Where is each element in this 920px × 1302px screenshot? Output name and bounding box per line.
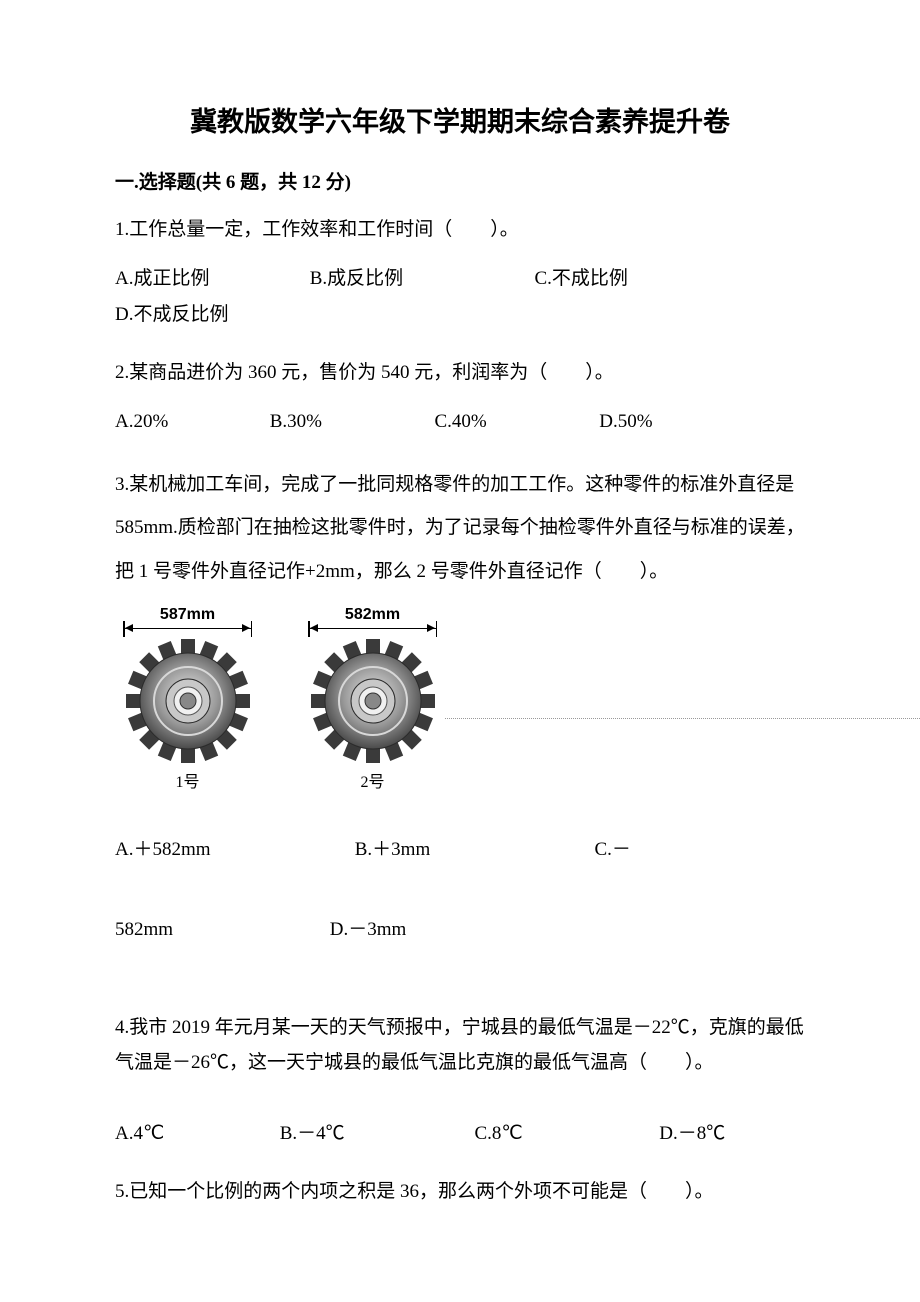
q3-option-a: A.＋582mm (115, 832, 350, 868)
dotted-divider (445, 718, 920, 719)
q3-option-b: B.＋3mm (355, 832, 590, 868)
gear-2-label: 2号 (300, 768, 445, 792)
question-2: 2.某商品进价为 360 元，售价为 540 元，利润率为（ ）。 (115, 355, 805, 390)
q4-option-c: C.8℃ (475, 1116, 655, 1152)
gear-2-measure-text: 582mm (343, 606, 402, 624)
gears-figure: 587mm (115, 608, 805, 792)
q1-option-a: A.成正比例 (115, 261, 305, 297)
section-header: 一.选择题(共 6 题，共 12 分) (115, 167, 805, 194)
gear-1-icon (118, 636, 258, 766)
q3-option-c-part1: C.－ (595, 832, 631, 868)
question-2-options: A.20% B.30% C.40% D.50% (115, 404, 805, 440)
question-3-options-line2: 582mm D.－3mm (115, 912, 805, 948)
question-1-options: A.成正比例 B.成反比例 C.不成比例 D.不成反比例 (115, 261, 805, 333)
q2-option-c: C.40% (435, 404, 595, 440)
gear-2: 582mm (300, 608, 445, 792)
gear-1: 587mm (115, 608, 260, 792)
question-5: 5.已知一个比例的两个内项之积是 36，那么两个外项不可能是（ ）。 (115, 1174, 805, 1209)
q1-option-d: D.不成反比例 (115, 297, 228, 333)
gear-1-label: 1号 (115, 768, 260, 792)
q3-option-d: D.－3mm (330, 912, 407, 948)
question-4: 4.我市 2019 年元月某一天的天气预报中，宁城县的最低气温是－22℃，克旗的… (115, 1010, 805, 1080)
exam-page: 冀教版数学六年级下学期期末综合素养提升卷 一.选择题(共 6 题，共 12 分)… (0, 0, 920, 1283)
page-title: 冀教版数学六年级下学期期末综合素养提升卷 (115, 100, 805, 139)
question-1: 1.工作总量一定，工作效率和工作时间（ ）。 (115, 212, 805, 247)
q4-option-a: A.4℃ (115, 1116, 275, 1152)
gear-1-measure-text: 587mm (158, 606, 217, 624)
question-4-options: A.4℃ B.－4℃ C.8℃ D.－8℃ (115, 1116, 805, 1152)
gear-1-measure: 587mm (115, 608, 260, 636)
gear-2-measure: 582mm (300, 608, 445, 636)
q2-option-d: D.50% (599, 404, 652, 440)
q1-option-b: B.成反比例 (310, 261, 530, 297)
question-3: 3.某机械加工车间，完成了一批同规格零件的加工工作。这种零件的标准外直径是 58… (115, 463, 805, 594)
gear-2-icon (303, 636, 443, 766)
q3-option-c-part2: 582mm (115, 912, 325, 948)
q1-option-c: C.不成比例 (535, 261, 715, 297)
q2-option-b: B.30% (270, 404, 430, 440)
q4-option-b: B.－4℃ (280, 1116, 470, 1152)
q4-option-d: D.－8℃ (659, 1116, 725, 1152)
question-3-options-line1: A.＋582mm B.＋3mm C.－ (115, 832, 805, 868)
q2-option-a: A.20% (115, 404, 265, 440)
